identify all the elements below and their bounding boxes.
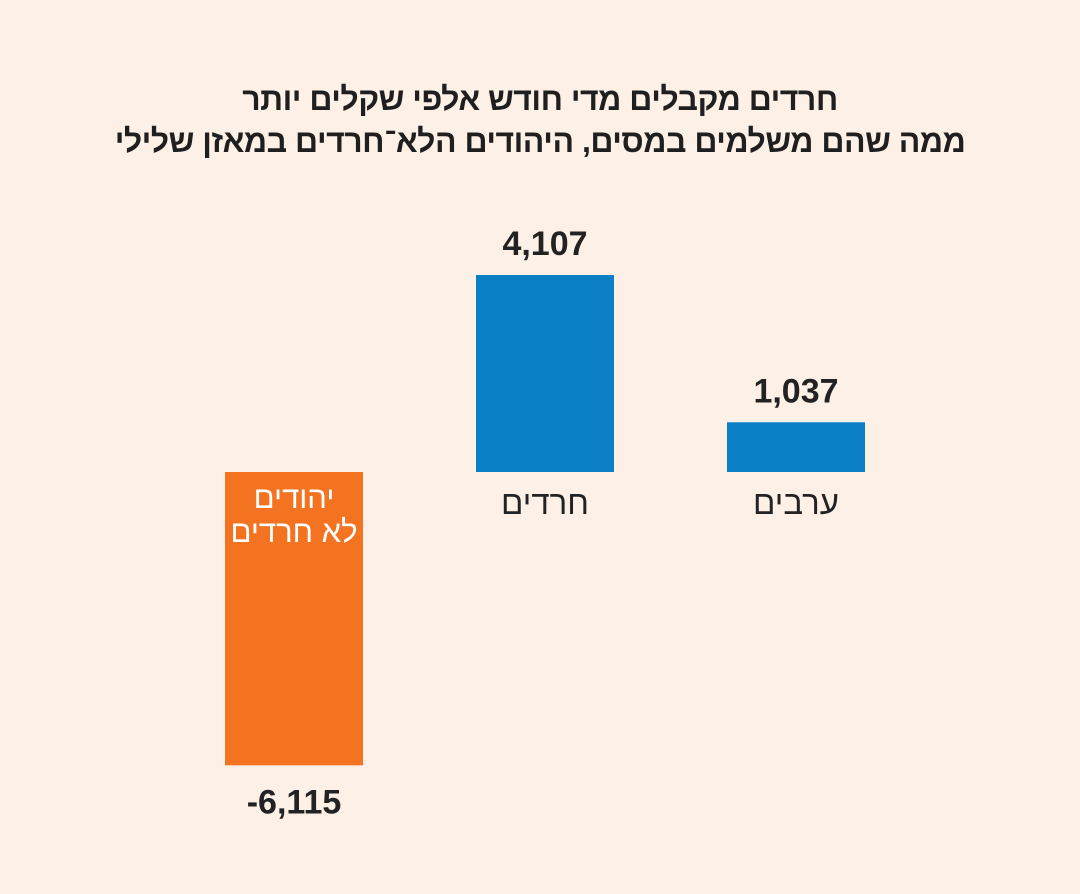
category-label-1-0: חרדים <box>501 484 589 521</box>
chart-title-line-2: ממה שהם משלמים במסים, היהודים הלא־חרדים … <box>114 123 966 159</box>
category-label-2-1: לא חרדים <box>230 514 357 549</box>
value-label-0: 1,037 <box>753 372 838 410</box>
bar-2 <box>225 472 363 766</box>
category-label-2-0: יהודים <box>254 480 335 515</box>
category-label-0-0: ערבים <box>753 484 839 521</box>
value-label-1: 4,107 <box>502 225 587 263</box>
value-label-2: -6,115 <box>247 783 342 821</box>
bar-1 <box>476 275 614 472</box>
chart-title: חרדים מקבלים מדי חודש אלפי שקלים יותר ממ… <box>0 78 1080 162</box>
chart-title-line-1: חרדים מקבלים מדי חודש אלפי שקלים יותר <box>242 81 838 117</box>
bar-0 <box>727 422 865 472</box>
